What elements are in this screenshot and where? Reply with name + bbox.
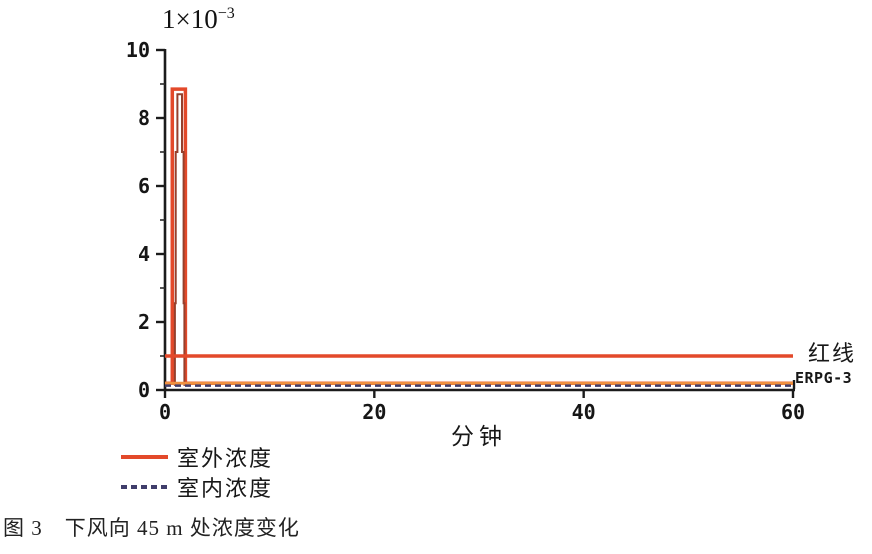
series-outdoor-peak-inner-edge-line xyxy=(173,93,186,386)
x-tick-label: 0 xyxy=(159,400,171,424)
x-tick-label: 20 xyxy=(362,400,386,424)
y-tick-label: 6 xyxy=(138,174,150,198)
series-outdoor-line xyxy=(165,87,793,385)
legend-swatch-indoor-line xyxy=(121,485,168,489)
x-tick-label: 60 xyxy=(781,400,805,424)
y-tick-label: 2 xyxy=(138,310,150,334)
legend-swatch-outdoor-line xyxy=(121,455,168,459)
x-axis-label: 分钟 xyxy=(451,424,507,449)
erpg3-threshold-label: ERPG-3 xyxy=(795,369,853,387)
figure-caption: 图 3 下风向 45 m 处浓度变化 xyxy=(3,516,300,540)
legend-item-indoor: 室内浓度 xyxy=(121,474,274,501)
y-axis-multiplier-exponent: −3 xyxy=(217,5,235,22)
y-axis-multiplier-base: 1×10 xyxy=(162,4,218,34)
legend-label-indoor: 室内浓度 xyxy=(177,476,274,501)
legend-label-outdoor: 室外浓度 xyxy=(177,446,274,471)
legend-item-outdoor: 室外浓度 xyxy=(121,444,274,471)
y-tick-label: 4 xyxy=(138,242,150,266)
chart-legend: 室外浓度 室内浓度 xyxy=(121,444,273,504)
y-axis-multiplier: 1×10−3 xyxy=(162,4,235,35)
redline-threshold-label: 红线 xyxy=(808,341,857,366)
y-tick-label: 10 xyxy=(126,38,150,62)
y-tick-label: 0 xyxy=(138,378,150,402)
x-tick-label: 40 xyxy=(572,400,596,424)
y-tick-label: 8 xyxy=(138,106,150,130)
